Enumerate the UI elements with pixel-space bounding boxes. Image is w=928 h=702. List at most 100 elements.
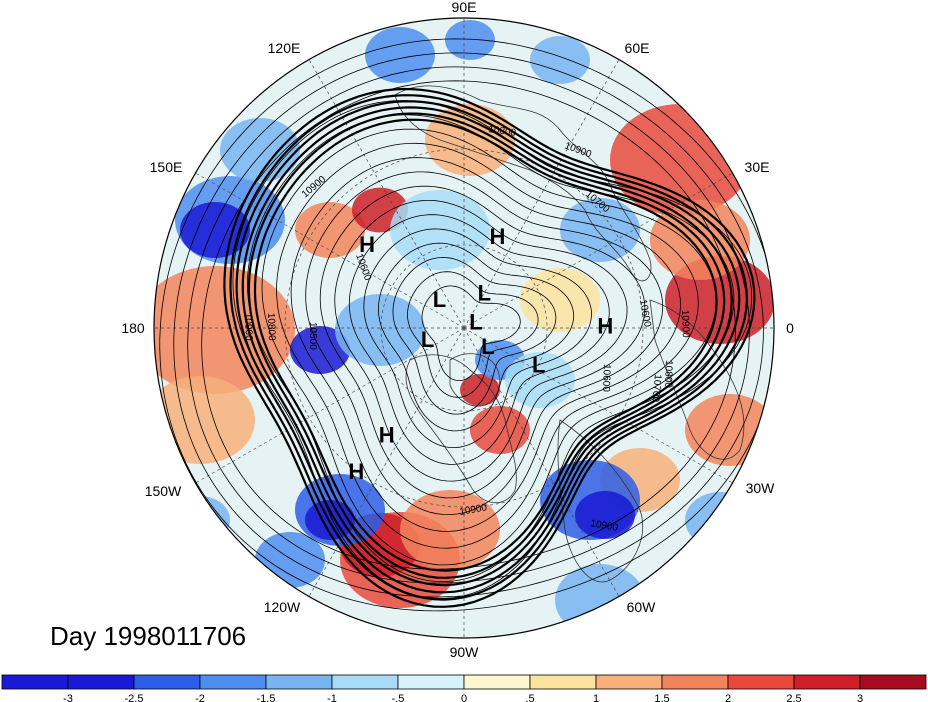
colorbar: -3 -2.5 -2 -1.5 -1 -.5 0 .5 1 1.5 2 2.5 3: [1, 674, 927, 702]
lon-label-150e: 150E: [150, 159, 183, 175]
meridian-line: [195, 327, 465, 484]
colorbar-box: [199, 674, 267, 690]
colorbar-box: [859, 674, 927, 690]
height-contour: [421, 285, 521, 381]
contour-label: 10500: [307, 322, 318, 350]
anomaly-patch: [445, 20, 495, 60]
europe-coast: [649, 299, 745, 460]
contour-label: 10800: [662, 360, 674, 389]
jet-contour: [229, 94, 749, 601]
anomaly-patch: [460, 374, 500, 406]
height-contour: [407, 271, 539, 398]
low-pressure-marker: L: [469, 310, 482, 335]
parallel-line: [284, 148, 644, 508]
meridian-line: [463, 327, 733, 484]
height-contour: [159, 38, 774, 612]
meridian-line: [463, 327, 620, 597]
colorbar-box: [397, 674, 465, 690]
high-pressure-marker: H: [348, 459, 364, 484]
anomaly-patch: [505, 352, 575, 408]
colorbar-tick-label: 2: [725, 693, 731, 702]
lon-label-0: 0: [786, 320, 794, 336]
low-pressure-marker: L: [532, 352, 545, 377]
anomaly-patch: [530, 36, 590, 84]
low-pressure-marker: L: [481, 334, 494, 359]
meridian-line: [463, 59, 620, 329]
anomaly-patch: [610, 104, 750, 216]
height-contour: [187, 66, 750, 584]
jet-contour: [235, 100, 741, 594]
contour-label: 10900: [589, 518, 619, 534]
colorbar-tick-label: 3: [857, 693, 863, 702]
high-pressure-marker: H: [359, 232, 375, 257]
jet-contour: [223, 87, 756, 608]
anomaly-patch: [470, 406, 530, 454]
colorbar-box: [661, 674, 729, 690]
height-contour: [319, 185, 646, 499]
longitude-labels: 90E 60E 30E 0 30W 60W 90W 120W 150W 180 …: [121, 0, 794, 660]
eurasia-coast: [394, 85, 652, 282]
height-contour: [290, 157, 681, 532]
contour-label: 10900: [679, 310, 691, 339]
contour-label: 10800: [488, 124, 518, 139]
anomaly-patch: [154, 376, 255, 464]
meridian-line: [308, 59, 465, 329]
colorbar-box: [793, 674, 861, 690]
height-contour: [392, 256, 557, 415]
colorbar-box: [265, 674, 333, 690]
height-contour: [261, 128, 717, 566]
lon-label-60w: 60W: [627, 599, 657, 615]
colorbar-tick-label: -1: [327, 693, 337, 702]
colorbar-box: [463, 674, 531, 690]
anomaly-patch: [520, 268, 600, 332]
anomaly-patch: [335, 294, 425, 366]
jet-contour: [241, 106, 733, 587]
colorbar-box: [595, 674, 663, 690]
lon-label-150w: 150W: [145, 483, 182, 499]
lon-label-120e: 120E: [268, 40, 301, 56]
height-contours: [159, 38, 774, 612]
low-pressure-marker: L: [478, 281, 491, 306]
colorbar-tick-label: -2.5: [125, 693, 144, 702]
anomaly-patch: [685, 492, 755, 548]
contour-label: 10700: [650, 374, 663, 403]
contour-label: 10800: [265, 313, 277, 342]
graticule: [154, 18, 774, 638]
high-pressure-marker: H: [379, 423, 395, 448]
colorbar-tick-label: -3: [63, 693, 73, 702]
meridian-line: [195, 172, 465, 329]
colorbar-tick-label: .5: [525, 693, 534, 702]
low-pressure-marker: L: [433, 287, 446, 312]
height-contour: [276, 142, 699, 549]
height-contour: [173, 52, 764, 598]
lon-label-90e: 90E: [452, 0, 477, 15]
anomaly-patch: [560, 198, 640, 262]
map-boundary: [153, 17, 775, 639]
colorbar-tick-label: 1: [593, 693, 599, 702]
anomaly-patch: [220, 118, 300, 182]
anomaly-patch: [575, 491, 635, 539]
anomaly-patch: [290, 326, 350, 374]
colorbar-box: [727, 674, 795, 690]
parallel-line: [380, 244, 548, 412]
meridian-line: [308, 327, 465, 597]
contour-label: 10600: [600, 364, 612, 393]
colorbar-tick-label: 1.5: [654, 693, 669, 702]
lon-label-60e: 60E: [625, 40, 650, 56]
colorbar-tick-label: -2: [195, 693, 205, 702]
height-contour: [363, 228, 592, 448]
anomaly-patch: [685, 394, 774, 466]
colorbar-box: [67, 674, 135, 690]
anomaly-patch: [400, 490, 500, 570]
colorbar-tick-label: 2.5: [786, 693, 801, 702]
anomaly-patch: [295, 202, 365, 258]
colorbar-box: [133, 674, 201, 690]
lon-label-30w: 30W: [746, 480, 776, 496]
contour-label: 10600: [637, 299, 653, 329]
anomaly-patch: [425, 104, 515, 176]
north-america-coast: [405, 354, 517, 504]
jet-contour: [247, 112, 726, 579]
contour-label: 10900: [459, 502, 489, 518]
